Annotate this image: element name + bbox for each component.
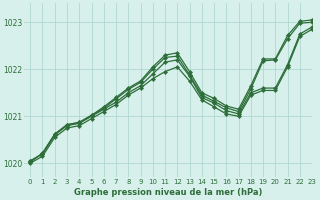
X-axis label: Graphe pression niveau de la mer (hPa): Graphe pression niveau de la mer (hPa) [74, 188, 262, 197]
